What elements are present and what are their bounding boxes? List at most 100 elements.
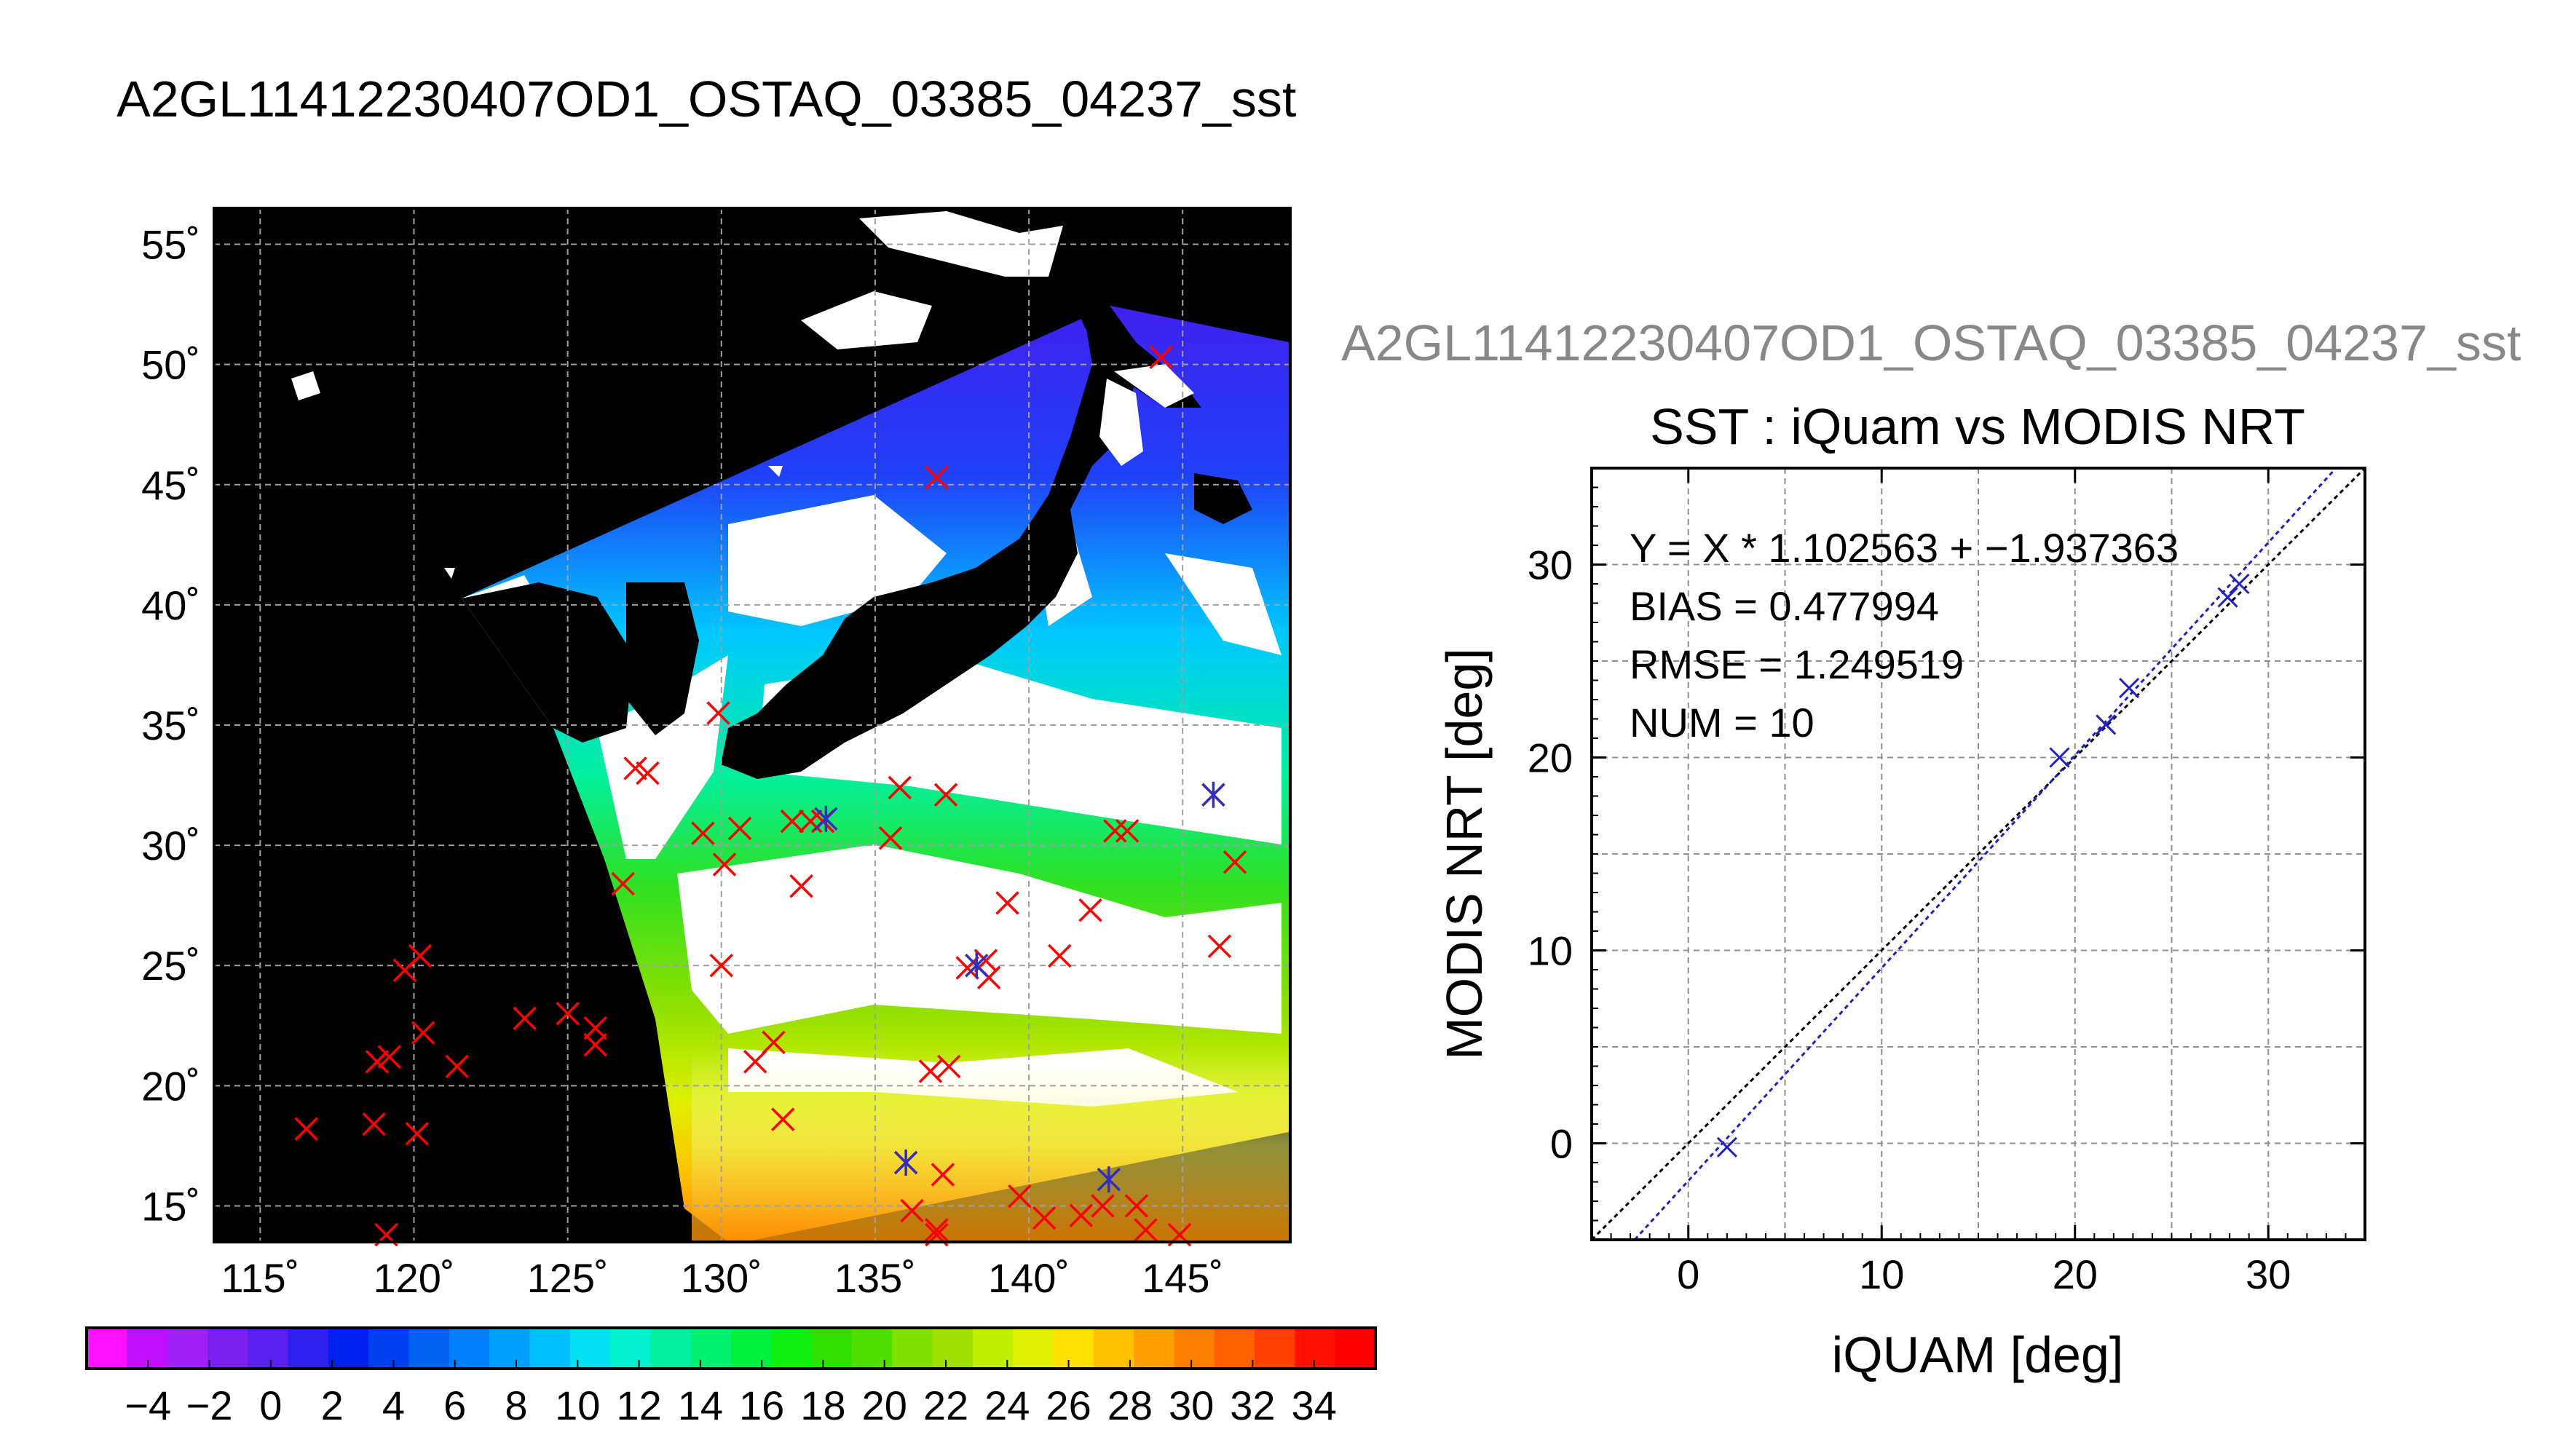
buoy-marker — [1207, 934, 1232, 959]
colorbar-cell — [1093, 1328, 1135, 1369]
buoy-marker — [1149, 345, 1173, 369]
scatter-annotation: RMSE = 1.249519 — [1630, 641, 1964, 687]
colorbar-tick-label: −2 — [186, 1382, 233, 1428]
scatter-y-tick-label: 20 — [1528, 735, 1573, 781]
colorbar-tick-label: 16 — [739, 1382, 784, 1428]
colorbar-tick-label: −4 — [125, 1382, 171, 1428]
colorbar-cell — [207, 1328, 249, 1369]
matched-buoy-marker — [893, 1150, 918, 1176]
colorbar-cell — [1013, 1328, 1054, 1369]
buoy-marker — [955, 956, 979, 980]
map-lat-tick: 50˚ — [141, 342, 200, 388]
buoy-marker — [1091, 1194, 1115, 1218]
colorbar-tick-label: 32 — [1230, 1382, 1275, 1428]
scatter-annotations: Y = X * 1.102563 + −1.937363 BIAS = 0.477… — [1630, 525, 2179, 745]
buoy-marker — [611, 871, 635, 896]
colorbar-cell — [1174, 1328, 1215, 1369]
scatter-point — [2119, 678, 2140, 699]
map-lon-tick: 120˚ — [373, 1255, 454, 1301]
buoy-marker — [513, 1006, 537, 1031]
colorbar-cell — [529, 1328, 571, 1369]
scatter-gridlines — [1592, 468, 2365, 1240]
colorbar-cell — [408, 1328, 450, 1369]
colorbar-frame — [85, 1326, 1377, 1370]
map-lat-tick: 55˚ — [141, 222, 200, 268]
sst-map: 115˚ 120˚ 125˚ 130˚ 135˚ 140˚ 145˚ 55˚ 50˚ 45˚ 40˚… — [141, 207, 1292, 1301]
buoy-marker — [933, 783, 958, 807]
buoy-marker — [712, 852, 737, 877]
scatter-point — [1716, 1136, 1737, 1158]
colorbar: −4 −2 0 2 4 6 8 10 12 14 16 18 20 22 24 26 28 30 32 34 — [85, 1326, 1377, 1428]
buoy-marker — [1008, 1184, 1032, 1208]
map-tick-labels: 115˚ 120˚ 125˚ 130˚ 135˚ 140˚ 145˚ 55˚ 50˚ 45˚ 40˚… — [141, 222, 1223, 1301]
scatter-y-tick-label: 10 — [1528, 928, 1573, 974]
scatter-xlabel: iQUAM [deg] — [1832, 1326, 2124, 1383]
buoy-marker — [623, 756, 647, 780]
map-frame — [213, 207, 1292, 1243]
colorbar-cell — [87, 1328, 128, 1369]
colorbar-cell — [328, 1328, 370, 1369]
scatter-x-tick-label: 0 — [1677, 1251, 1699, 1297]
colorbar-cell — [892, 1328, 933, 1369]
map-lon-tick: 135˚ — [834, 1255, 916, 1301]
matched-buoy-marker — [965, 952, 989, 979]
scatter-x-tick-label: 30 — [2246, 1251, 2291, 1297]
main-title: A2GL11412230407OD1_OSTAQ_03385_04237_sst — [117, 71, 1296, 127]
map-lon-tick: 145˚ — [1142, 1255, 1223, 1301]
scatter-y-tick-label: 0 — [1550, 1121, 1573, 1167]
map-lon-tick: 140˚ — [988, 1255, 1070, 1301]
colorbar-tick-label: 34 — [1292, 1382, 1337, 1428]
matched-buoy-marker — [1097, 1166, 1121, 1193]
buoy-marker — [925, 465, 949, 490]
colorbar-tick-label: 18 — [800, 1382, 845, 1428]
colorbar-tick-label: 0 — [259, 1382, 282, 1428]
buoy-markers — [294, 345, 1247, 1247]
colorbar-tick-label: 10 — [555, 1382, 600, 1428]
scatter-points — [1716, 573, 2250, 1158]
colorbar-tick-label: 30 — [1169, 1382, 1214, 1428]
colorbar-tick-label: 14 — [678, 1382, 723, 1428]
buoy-marker — [709, 953, 734, 978]
colorbar-cell — [368, 1328, 410, 1369]
buoy-marker — [762, 1030, 786, 1055]
scatter-ylabel: MODIS NRT [deg] — [1436, 648, 1493, 1059]
buoy-marker — [789, 874, 813, 898]
colorbar-cell — [650, 1328, 692, 1369]
buoy-marker — [365, 1050, 390, 1074]
scatter-x-tick-label: 20 — [2053, 1251, 2098, 1297]
buoy-marker — [408, 943, 433, 968]
buoy-marker — [878, 826, 903, 850]
colorbar-tick-label: 2 — [321, 1382, 344, 1428]
buoy-marker — [362, 1112, 386, 1136]
map-lat-tick: 35˚ — [141, 703, 200, 748]
buoy-marker — [937, 1054, 961, 1079]
colorbar-cell — [1295, 1328, 1336, 1369]
buoy-marker — [706, 701, 730, 725]
buoy-marker — [918, 1059, 943, 1083]
colorbar-cell — [1255, 1328, 1296, 1369]
buoy-marker — [583, 1016, 607, 1040]
scatter-annotation: Y = X * 1.102563 + −1.937363 — [1630, 525, 2179, 571]
colorbar-tick-label: 8 — [505, 1382, 527, 1428]
buoy-marker — [1223, 850, 1247, 874]
colorbar-cell — [288, 1328, 329, 1369]
colorbar-cell — [569, 1328, 612, 1369]
colorbar-cell — [610, 1328, 652, 1369]
buoy-marker — [1048, 943, 1072, 968]
scatter-panel: A2GL11412230407OD1_OSTAQ_03385_04237_sst… — [1341, 314, 2521, 1383]
scatter-point — [2049, 747, 2070, 768]
buoy-marker — [1103, 819, 1127, 843]
colorbar-tick-label: 24 — [984, 1382, 1030, 1428]
buoy-marker — [377, 1045, 401, 1069]
colorbar-tick-labels: −4 −2 0 2 4 6 8 10 12 14 16 18 20 22 24 26 28 30 32 34 — [125, 1360, 1337, 1428]
buoy-marker — [995, 891, 1019, 915]
colorbar-cell — [1335, 1328, 1376, 1369]
scatter-figure-title: A2GL11412230407OD1_OSTAQ_03385_04237_sst — [1341, 314, 2521, 371]
colorbar-cell — [167, 1328, 208, 1369]
colorbar-cell — [771, 1328, 813, 1369]
matched-buoy-marker — [1201, 781, 1225, 808]
identity-line — [1592, 468, 2365, 1240]
buoy-marker — [1115, 819, 1140, 843]
map-lat-tick: 45˚ — [141, 462, 200, 508]
map-lat-tick: 30˚ — [141, 823, 200, 869]
